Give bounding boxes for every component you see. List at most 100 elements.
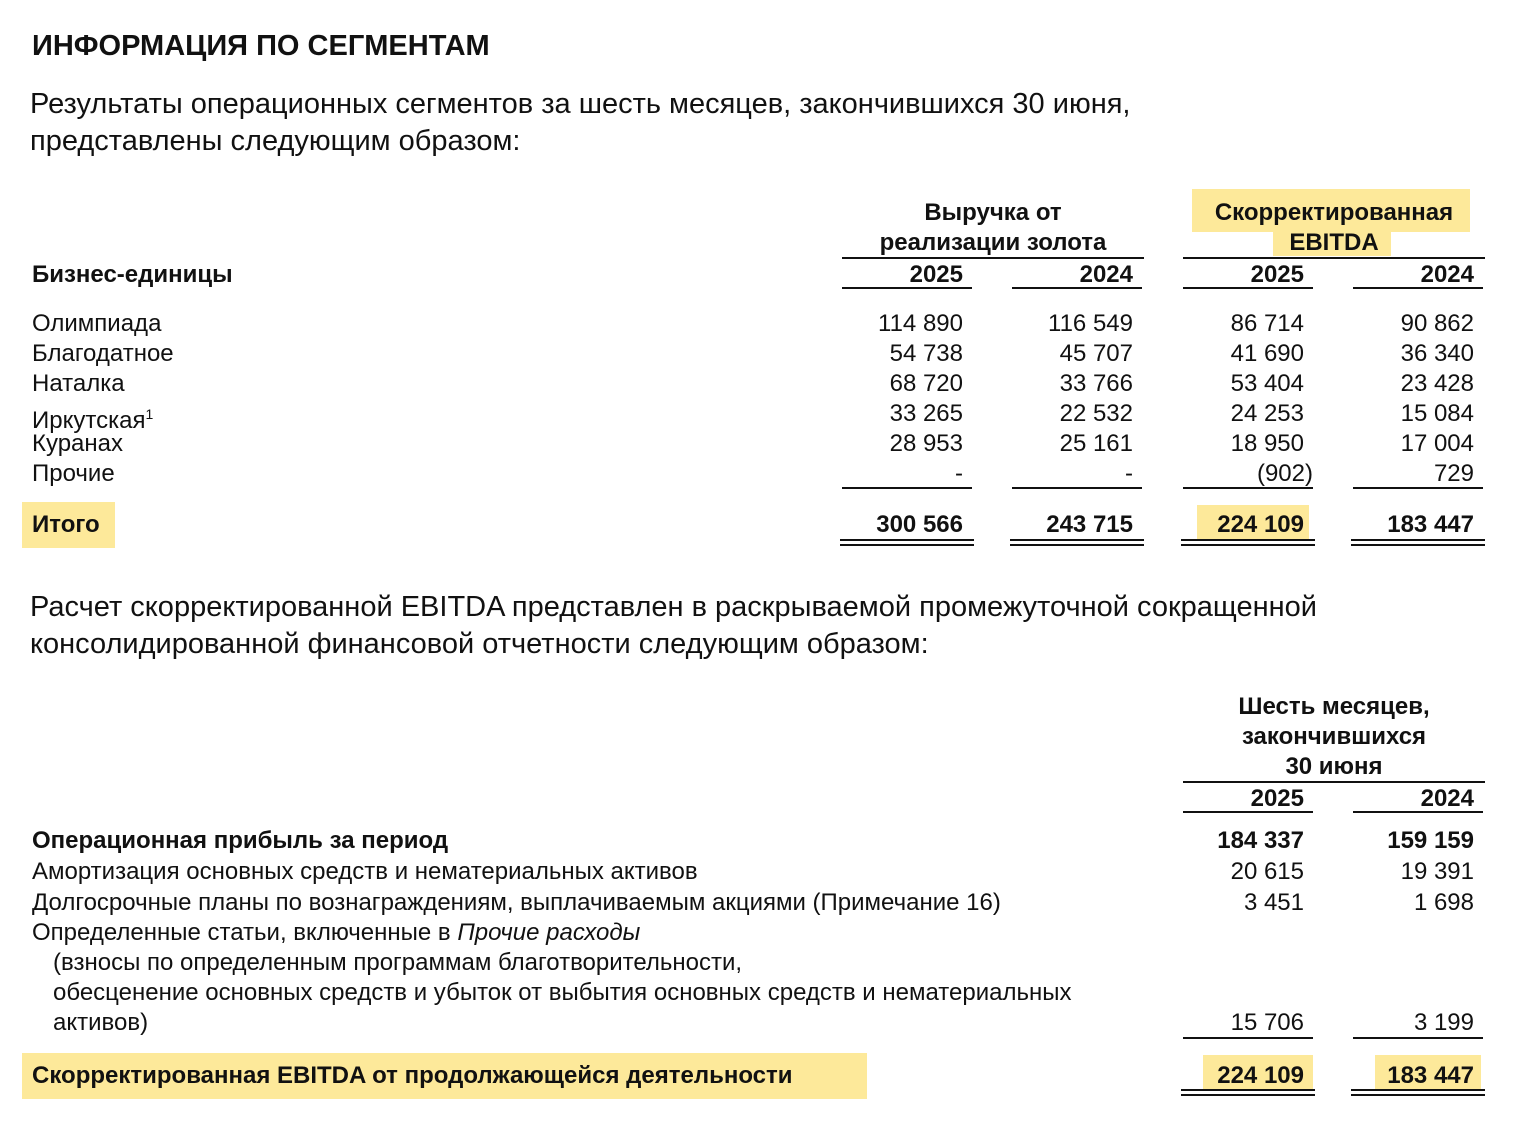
row-label-3: Иркутская1: [32, 399, 153, 436]
revenue-header: Выручка от реализации золота: [842, 198, 1144, 258]
year-header: 2024: [1079, 261, 1133, 288]
header-line: EBITDA: [1289, 229, 1379, 256]
total-value: 224 109: [1217, 1062, 1304, 1089]
header-line: Выручка от: [924, 199, 1062, 226]
rule: [1353, 487, 1483, 489]
text-line: Результаты операционных сегментов за шес…: [30, 88, 1131, 120]
row-label-2: Наталка: [32, 369, 125, 399]
cell-value: -: [955, 460, 963, 487]
cell-value: 36 340: [1400, 340, 1474, 367]
text-line: представлены следующим образом:: [30, 125, 521, 157]
rule: [1012, 287, 1142, 289]
cell-value: 1 698: [1413, 889, 1474, 916]
cell-value: 41 690: [1230, 340, 1304, 367]
rule: [1183, 287, 1313, 289]
total-value-highlight: [1375, 1055, 1481, 1090]
double-rule: [1181, 1089, 1315, 1096]
double-rule: [1351, 1089, 1485, 1096]
row-label-2: Долгосрочные планы по вознаграждениям, в…: [32, 889, 1001, 916]
ebitda-header-highlight: [1273, 230, 1391, 256]
total-value-highlight: [1197, 505, 1309, 539]
page-title: ИНФОРМАЦИЯ ПО СЕГМЕНТАМ: [32, 30, 490, 62]
total-value: 224 109: [1217, 511, 1304, 538]
rule: [1183, 811, 1313, 813]
other-expenses-detail: активов): [53, 1009, 149, 1036]
label-text: Иркутская: [32, 407, 146, 434]
cell-value: 159 159: [1387, 827, 1474, 854]
cell-value: 54 738: [889, 340, 963, 367]
cell-value: 15 706: [1230, 1009, 1304, 1036]
label-text: Определенные статьи, включенные в: [32, 919, 458, 946]
footnote-marker: 1: [145, 406, 154, 422]
cell-value: 90 862: [1400, 310, 1474, 337]
cell-value: (902): [1256, 460, 1313, 487]
double-rule: [840, 539, 974, 546]
other-expenses-label: Определенные статьи, включенные в Прочие…: [32, 918, 640, 948]
row-label-1: Амортизация основных средств и нематериа…: [32, 858, 698, 885]
total-label: Скорректированная EBITDA от продолжающей…: [32, 1062, 793, 1089]
cell-value: 53 404: [1230, 370, 1304, 397]
total-label: Итого: [32, 511, 100, 538]
ebitda-header: Скорректированная EBITDA: [1183, 198, 1485, 258]
cell-value: 22 532: [1059, 400, 1133, 427]
cell-value: 25 161: [1059, 430, 1133, 457]
header-line: реализации золота: [879, 229, 1107, 256]
row-label-0: Операционная прибыль за период: [32, 827, 449, 854]
rule: [1183, 487, 1313, 489]
year-header: 2025: [1250, 261, 1304, 288]
label-text: Прочие расходы: [457, 919, 641, 946]
row-label-1: Благодатное: [32, 339, 174, 369]
rule: [1353, 1037, 1483, 1039]
cell-value: 33 766: [1059, 370, 1133, 397]
cell-value: 20 615: [1230, 858, 1304, 885]
text-line: консолидированной финансовой отчетности …: [30, 628, 929, 660]
rule: [1012, 487, 1142, 489]
cell-value: 114 890: [878, 310, 963, 337]
header-line: 30 июня: [1285, 753, 1383, 780]
label-text: Олимпиада: [32, 310, 162, 337]
rule: [842, 287, 972, 289]
row-label-0: Олимпиада: [32, 309, 161, 339]
label-text: Куранах: [32, 430, 124, 457]
other-expenses-detail: обесценение основных средств и убыток от…: [53, 979, 1072, 1006]
cell-value: 45 707: [1059, 340, 1133, 367]
total-highlight: [22, 1053, 867, 1099]
rule: [842, 487, 972, 489]
cell-value: -: [1125, 460, 1133, 487]
header-line: Скорректированная: [1214, 199, 1454, 226]
label-text: Прочие: [32, 460, 115, 487]
cell-value: 28 953: [889, 430, 963, 457]
double-rule: [1010, 539, 1144, 546]
total-value: 243 715: [1046, 511, 1133, 538]
cell-value: 33 265: [889, 400, 963, 427]
rule: [1353, 811, 1483, 813]
year-header: 2024: [1420, 785, 1474, 812]
cell-value: 86 714: [1230, 310, 1304, 337]
rule: [1353, 287, 1483, 289]
cell-value: 24 253: [1230, 400, 1304, 427]
cell-value: 17 004: [1400, 430, 1474, 457]
cell-value: 15 084: [1400, 400, 1474, 427]
cell-value: 3 451: [1243, 889, 1304, 916]
total-highlight: [22, 502, 115, 548]
year-header: 2025: [909, 261, 963, 288]
double-rule: [1351, 539, 1485, 546]
year-header: 2024: [1420, 261, 1474, 288]
label-text: Наталка: [32, 370, 125, 397]
period-header: Шесть месяцев, закончившихся 30 июня: [1183, 692, 1485, 782]
total-value: 300 566: [876, 511, 963, 538]
rule: [1183, 257, 1485, 259]
row-label-4: Куранах: [32, 429, 123, 459]
double-rule: [1181, 539, 1315, 546]
total-value-highlight: [1203, 1055, 1313, 1090]
cell-value: 729: [1433, 460, 1474, 487]
text-line: Расчет скорректированной EBITDA представ…: [30, 591, 1317, 623]
intro-paragraph-1: Результаты операционных сегментов за шес…: [30, 86, 1130, 160]
rule: [842, 257, 1144, 259]
cell-value: 19 391: [1400, 858, 1474, 885]
cell-value: 116 549: [1048, 310, 1133, 337]
rule: [1183, 781, 1485, 783]
cell-value: 3 199: [1413, 1009, 1474, 1036]
rule: [1183, 1037, 1313, 1039]
